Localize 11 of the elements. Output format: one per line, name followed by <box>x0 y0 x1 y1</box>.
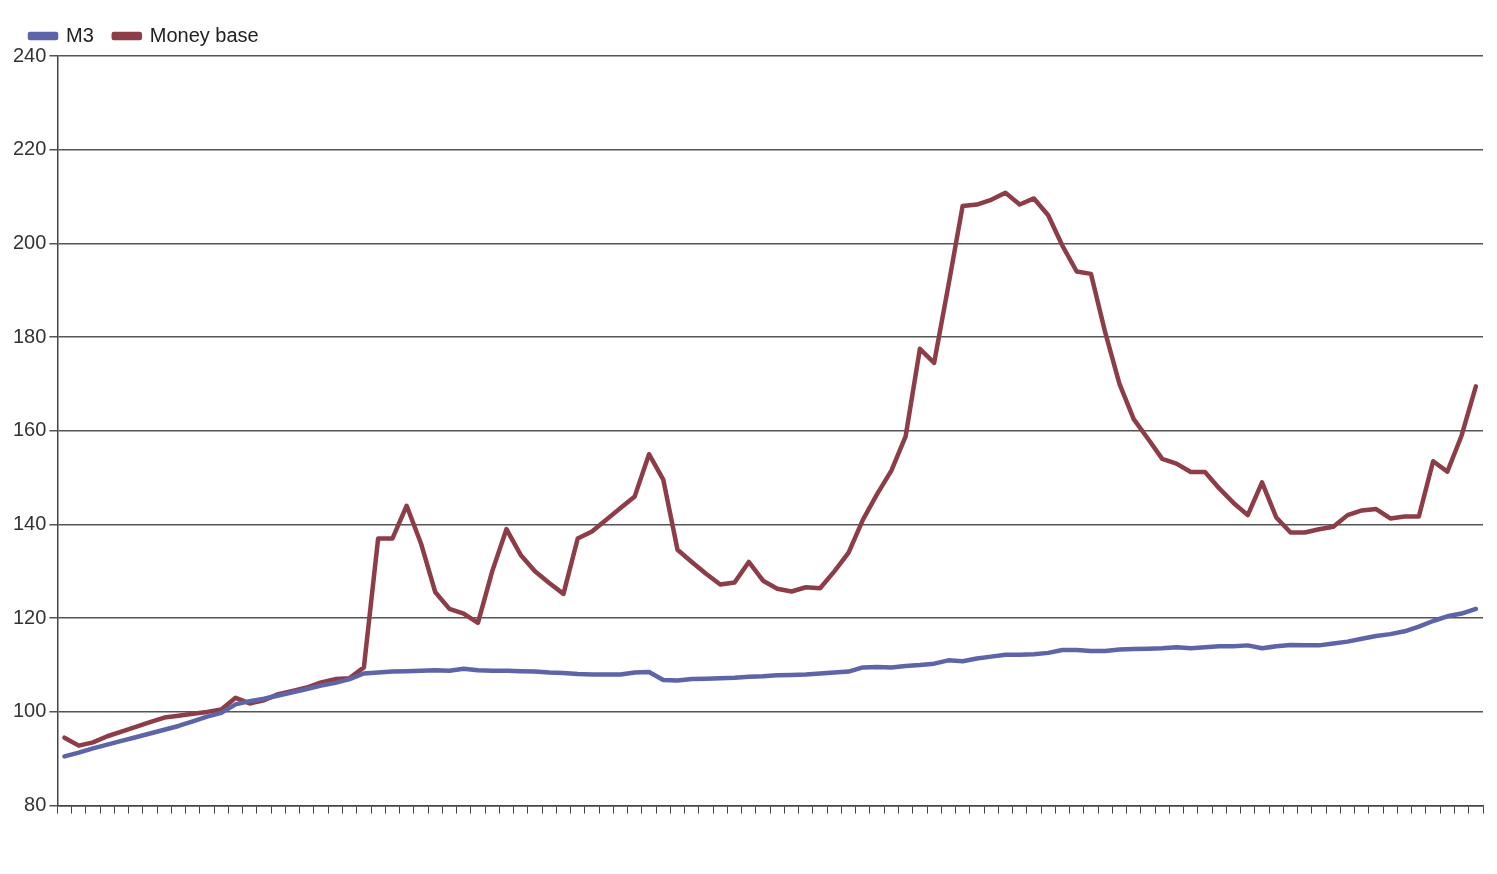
y-tick-label: 80 <box>24 793 47 816</box>
y-tick-label: 140 <box>12 512 47 535</box>
y-tick-label: 200 <box>12 230 47 253</box>
legend-label: Money base <box>149 23 259 46</box>
y-tick-label: 220 <box>12 137 47 160</box>
y-tick-label: 240 <box>12 43 47 66</box>
legend-label: M3 <box>66 23 94 46</box>
y-tick-label: 180 <box>12 324 47 347</box>
y-tick-label: 100 <box>12 699 47 722</box>
y-tick-label: 160 <box>12 418 47 441</box>
y-tick-label: 120 <box>12 605 47 628</box>
